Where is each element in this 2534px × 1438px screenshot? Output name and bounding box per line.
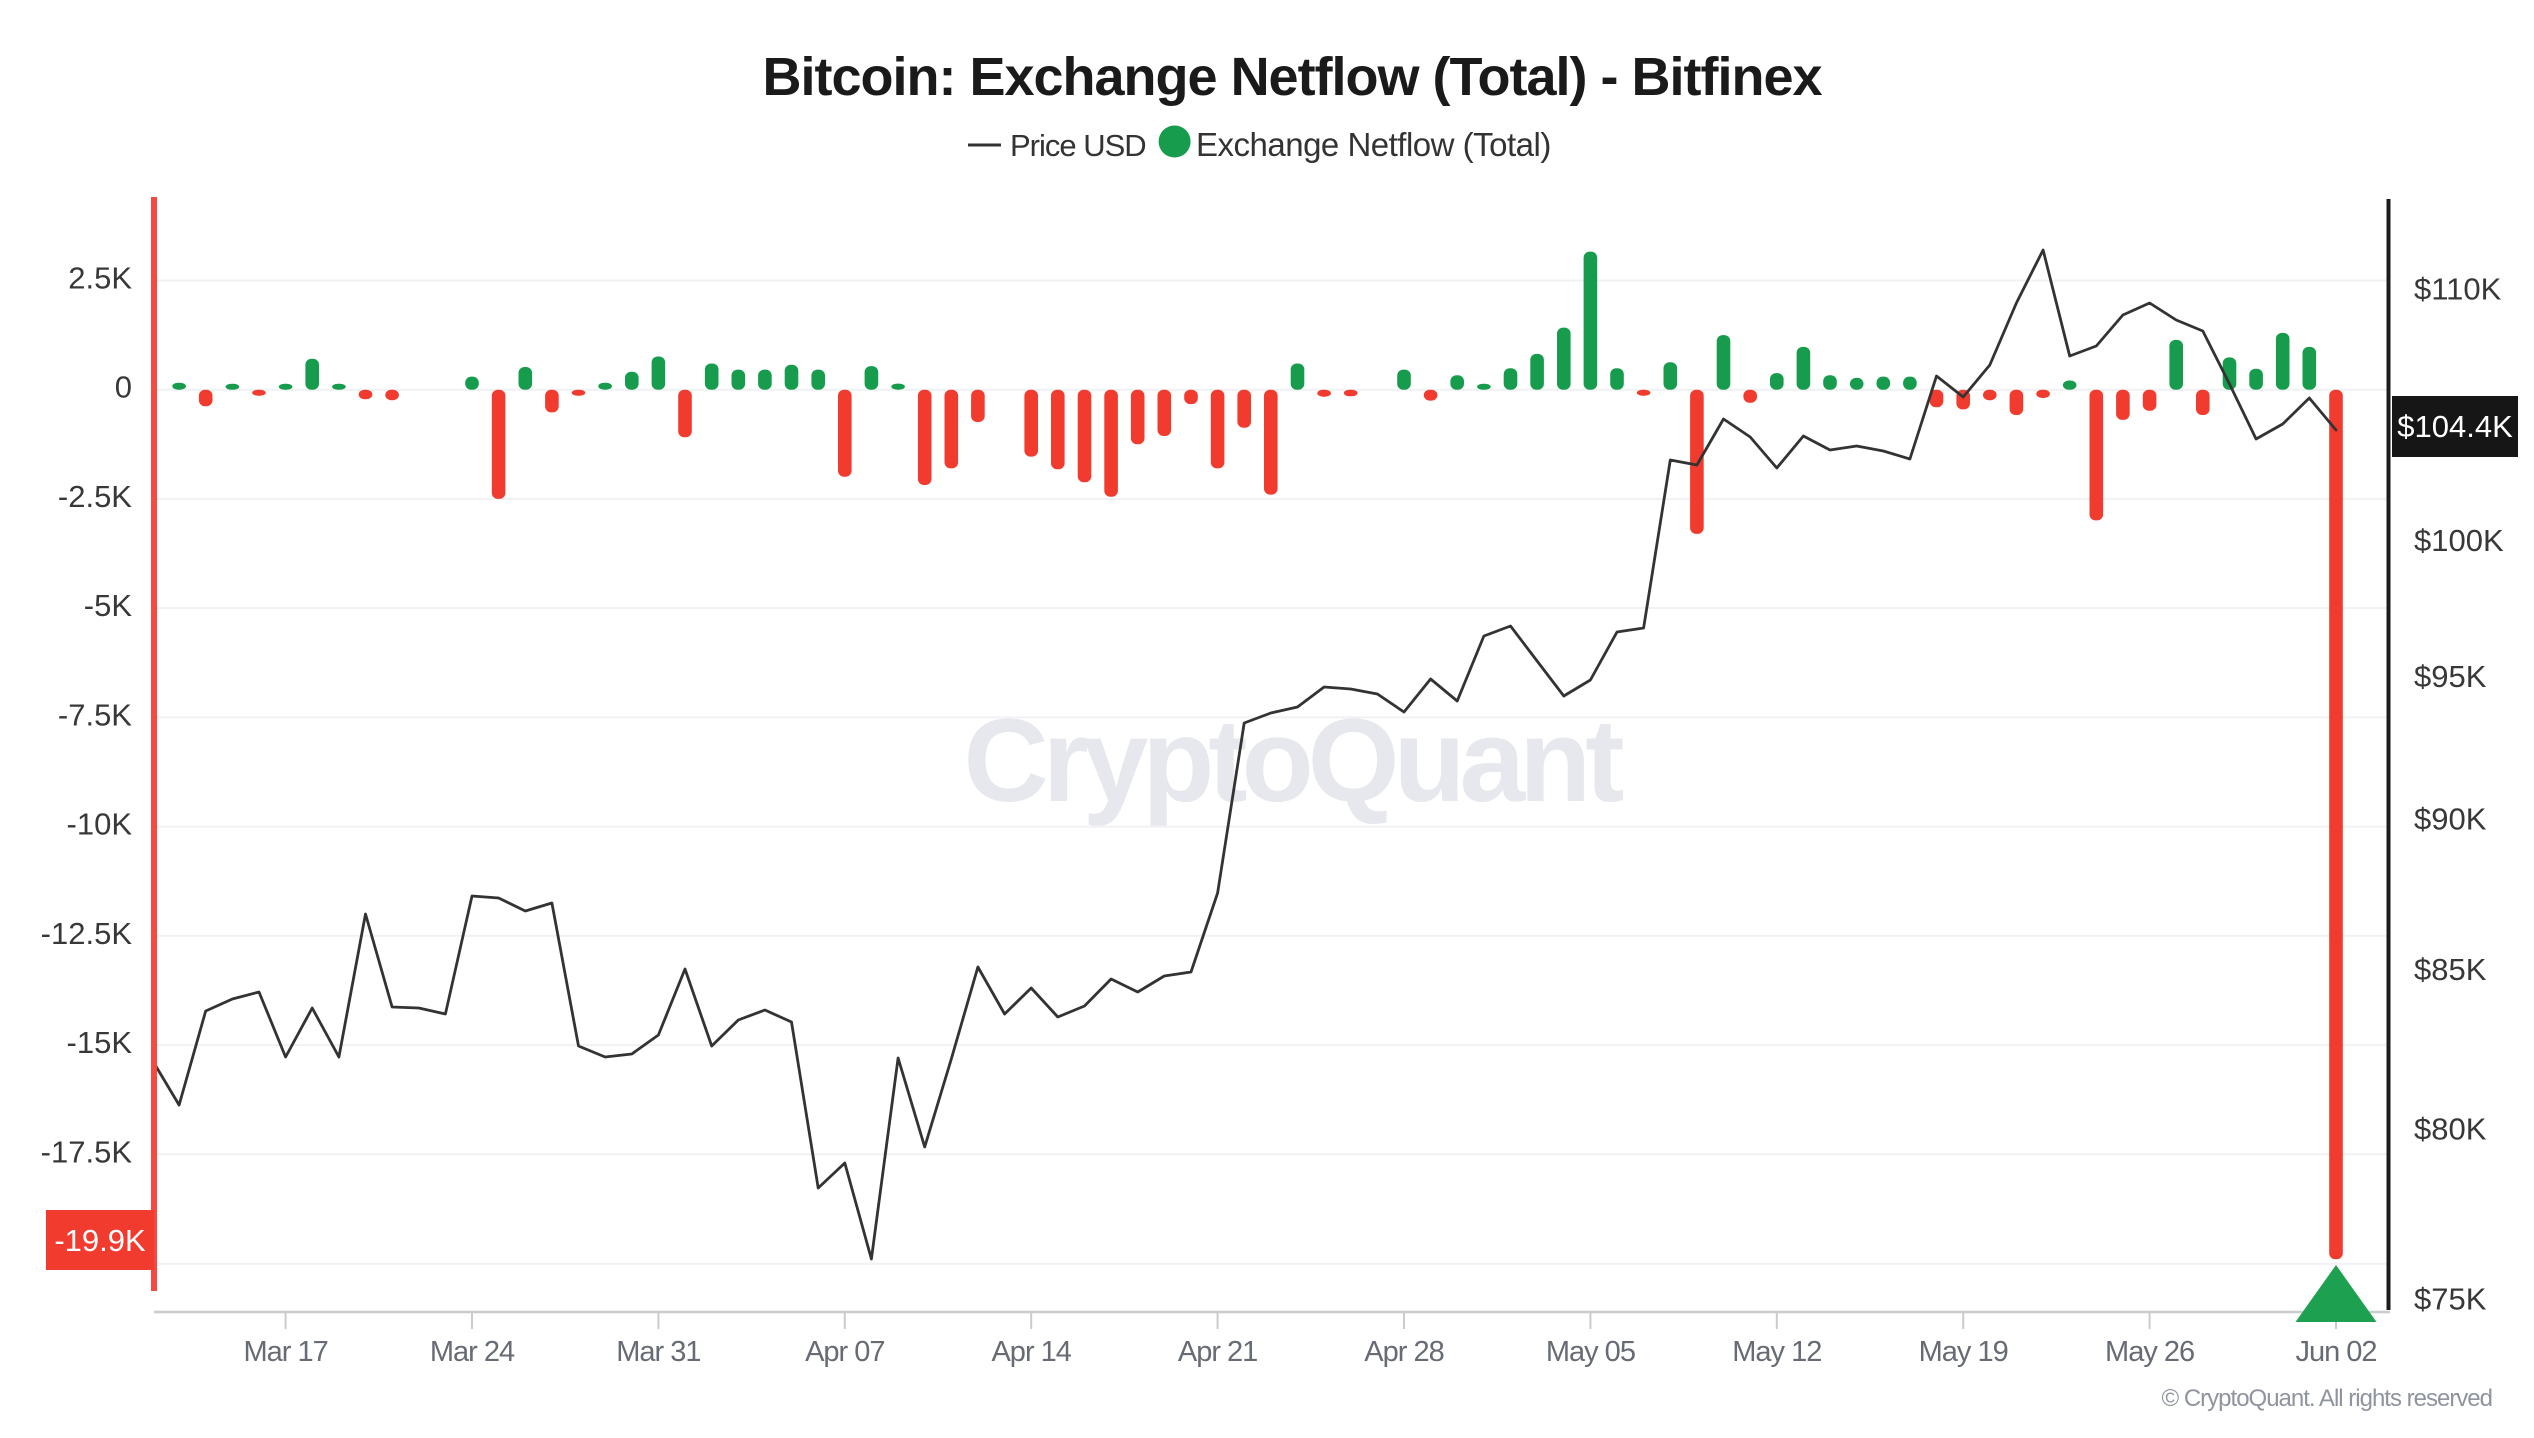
svg-text:-7.5K: -7.5K	[58, 697, 132, 732]
svg-text:Apr 28: Apr 28	[1364, 1336, 1443, 1368]
svg-text:Apr 14: Apr 14	[991, 1336, 1071, 1368]
svg-text:$95K: $95K	[2414, 659, 2487, 694]
svg-text:Exchange Netflow (Total): Exchange Netflow (Total)	[1196, 126, 1551, 163]
svg-text:Jun 02: Jun 02	[2295, 1336, 2376, 1368]
svg-text:Mar 31: Mar 31	[616, 1336, 700, 1368]
svg-text:$75K: $75K	[2414, 1282, 2487, 1317]
svg-text:-19.9K: -19.9K	[54, 1223, 146, 1258]
svg-text:Apr 07: Apr 07	[805, 1336, 884, 1368]
svg-text:$100K: $100K	[2414, 523, 2504, 558]
svg-text:May 19: May 19	[1919, 1336, 2008, 1368]
svg-text:May 05: May 05	[1546, 1336, 1635, 1368]
svg-text:© CryptoQuant. All rights rese: © CryptoQuant. All rights reserved	[2162, 1385, 2493, 1412]
svg-text:$104.4K: $104.4K	[2397, 409, 2513, 444]
svg-text:Mar 17: Mar 17	[243, 1336, 327, 1368]
svg-text:-17.5K: -17.5K	[41, 1134, 133, 1169]
svg-text:Apr 21: Apr 21	[1178, 1336, 1257, 1368]
svg-text:May 12: May 12	[1732, 1336, 1821, 1368]
svg-text:CryptoQuant: CryptoQuant	[963, 695, 1623, 827]
svg-text:2.5K: 2.5K	[68, 261, 132, 296]
svg-text:$110K: $110K	[2414, 272, 2502, 307]
svg-text:$85K: $85K	[2414, 952, 2487, 987]
svg-text:-5K: -5K	[84, 588, 133, 623]
svg-text:Price USD: Price USD	[1010, 128, 1146, 163]
svg-text:-12.5K: -12.5K	[41, 916, 133, 951]
svg-text:-2.5K: -2.5K	[58, 479, 132, 514]
svg-text:$90K: $90K	[2414, 802, 2487, 837]
svg-text:-15K: -15K	[67, 1025, 133, 1060]
svg-text:0: 0	[115, 370, 132, 405]
svg-text:May 26: May 26	[2105, 1336, 2194, 1368]
svg-text:Bitcoin: Exchange Netflow (Tot: Bitcoin: Exchange Netflow (Total) - Bitf…	[762, 47, 1822, 107]
svg-text:$80K: $80K	[2414, 1112, 2487, 1147]
svg-text:Mar 24: Mar 24	[430, 1336, 515, 1368]
svg-text:-10K: -10K	[67, 807, 133, 842]
